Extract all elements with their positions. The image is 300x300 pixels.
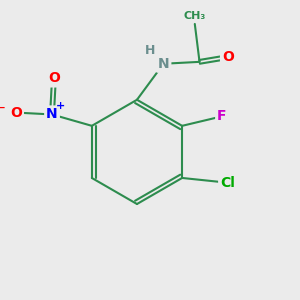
Text: +: + <box>56 101 65 111</box>
Text: ⁻: ⁻ <box>0 102 5 120</box>
Text: Cl: Cl <box>220 176 235 190</box>
Text: N: N <box>158 57 169 71</box>
Text: O: O <box>10 106 22 120</box>
Text: N: N <box>46 107 58 122</box>
Text: O: O <box>48 71 60 85</box>
Text: CH₃: CH₃ <box>184 11 206 21</box>
Text: H: H <box>145 44 155 57</box>
Text: F: F <box>217 110 227 123</box>
Text: O: O <box>222 50 234 64</box>
